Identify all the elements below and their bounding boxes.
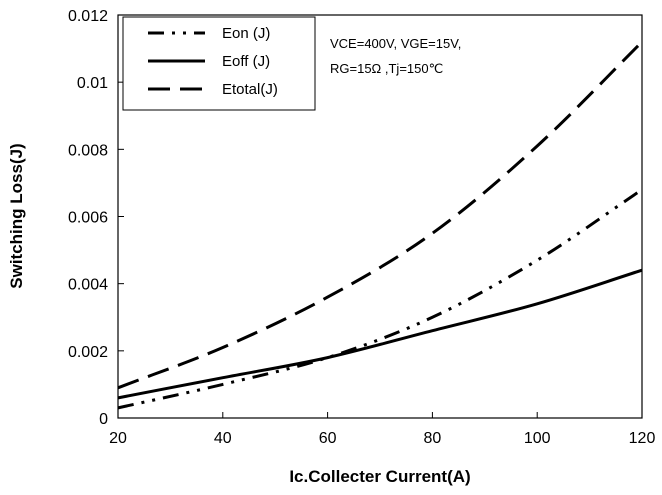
legend-label: Eon (J) bbox=[222, 25, 270, 42]
x-tick-labels: 20 40 60 80 100 120 bbox=[109, 412, 655, 447]
annotation-line-1: VCE=400V, VGE=15V, bbox=[330, 36, 461, 51]
y-tick-label: 0.004 bbox=[68, 277, 108, 294]
legend-label: Eoff (J) bbox=[222, 53, 270, 70]
series-lines bbox=[117, 40, 644, 410]
y-axis-title: Switching Loss(J) bbox=[7, 143, 26, 288]
series-line-eoff-j bbox=[117, 268, 643, 400]
x-tick-label: 120 bbox=[629, 430, 656, 447]
y-tick-labels: 0 0.002 0.004 0.006 0.008 0.01 0.012 bbox=[68, 8, 124, 428]
y-tick-label: 0.012 bbox=[68, 8, 108, 25]
series-line-eon-j bbox=[117, 188, 643, 410]
y-tick-label: 0.006 bbox=[68, 210, 108, 227]
y-tick-label: 0 bbox=[99, 411, 108, 428]
legend-label: Etotal(J) bbox=[222, 81, 278, 98]
x-tick-label: 60 bbox=[319, 430, 337, 447]
annotation-line-2: RG=15Ω ,Tj=150℃ bbox=[330, 61, 443, 76]
legend-box bbox=[122, 16, 316, 111]
y-tick-label: 0.01 bbox=[77, 75, 108, 92]
x-tick-label: 20 bbox=[109, 430, 127, 447]
x-axis-title: Ic.Collecter Current(A) bbox=[289, 467, 470, 486]
x-tick-label: 40 bbox=[214, 430, 232, 447]
series-line-etotal-j bbox=[117, 40, 644, 390]
x-tick-label: 80 bbox=[424, 430, 442, 447]
y-tick-label: 0.002 bbox=[68, 344, 108, 361]
x-tick-label: 100 bbox=[524, 430, 551, 447]
y-tick-label: 0.008 bbox=[68, 142, 108, 159]
legend: Eon (J) Eoff (J) Etotal(J) bbox=[122, 16, 316, 111]
